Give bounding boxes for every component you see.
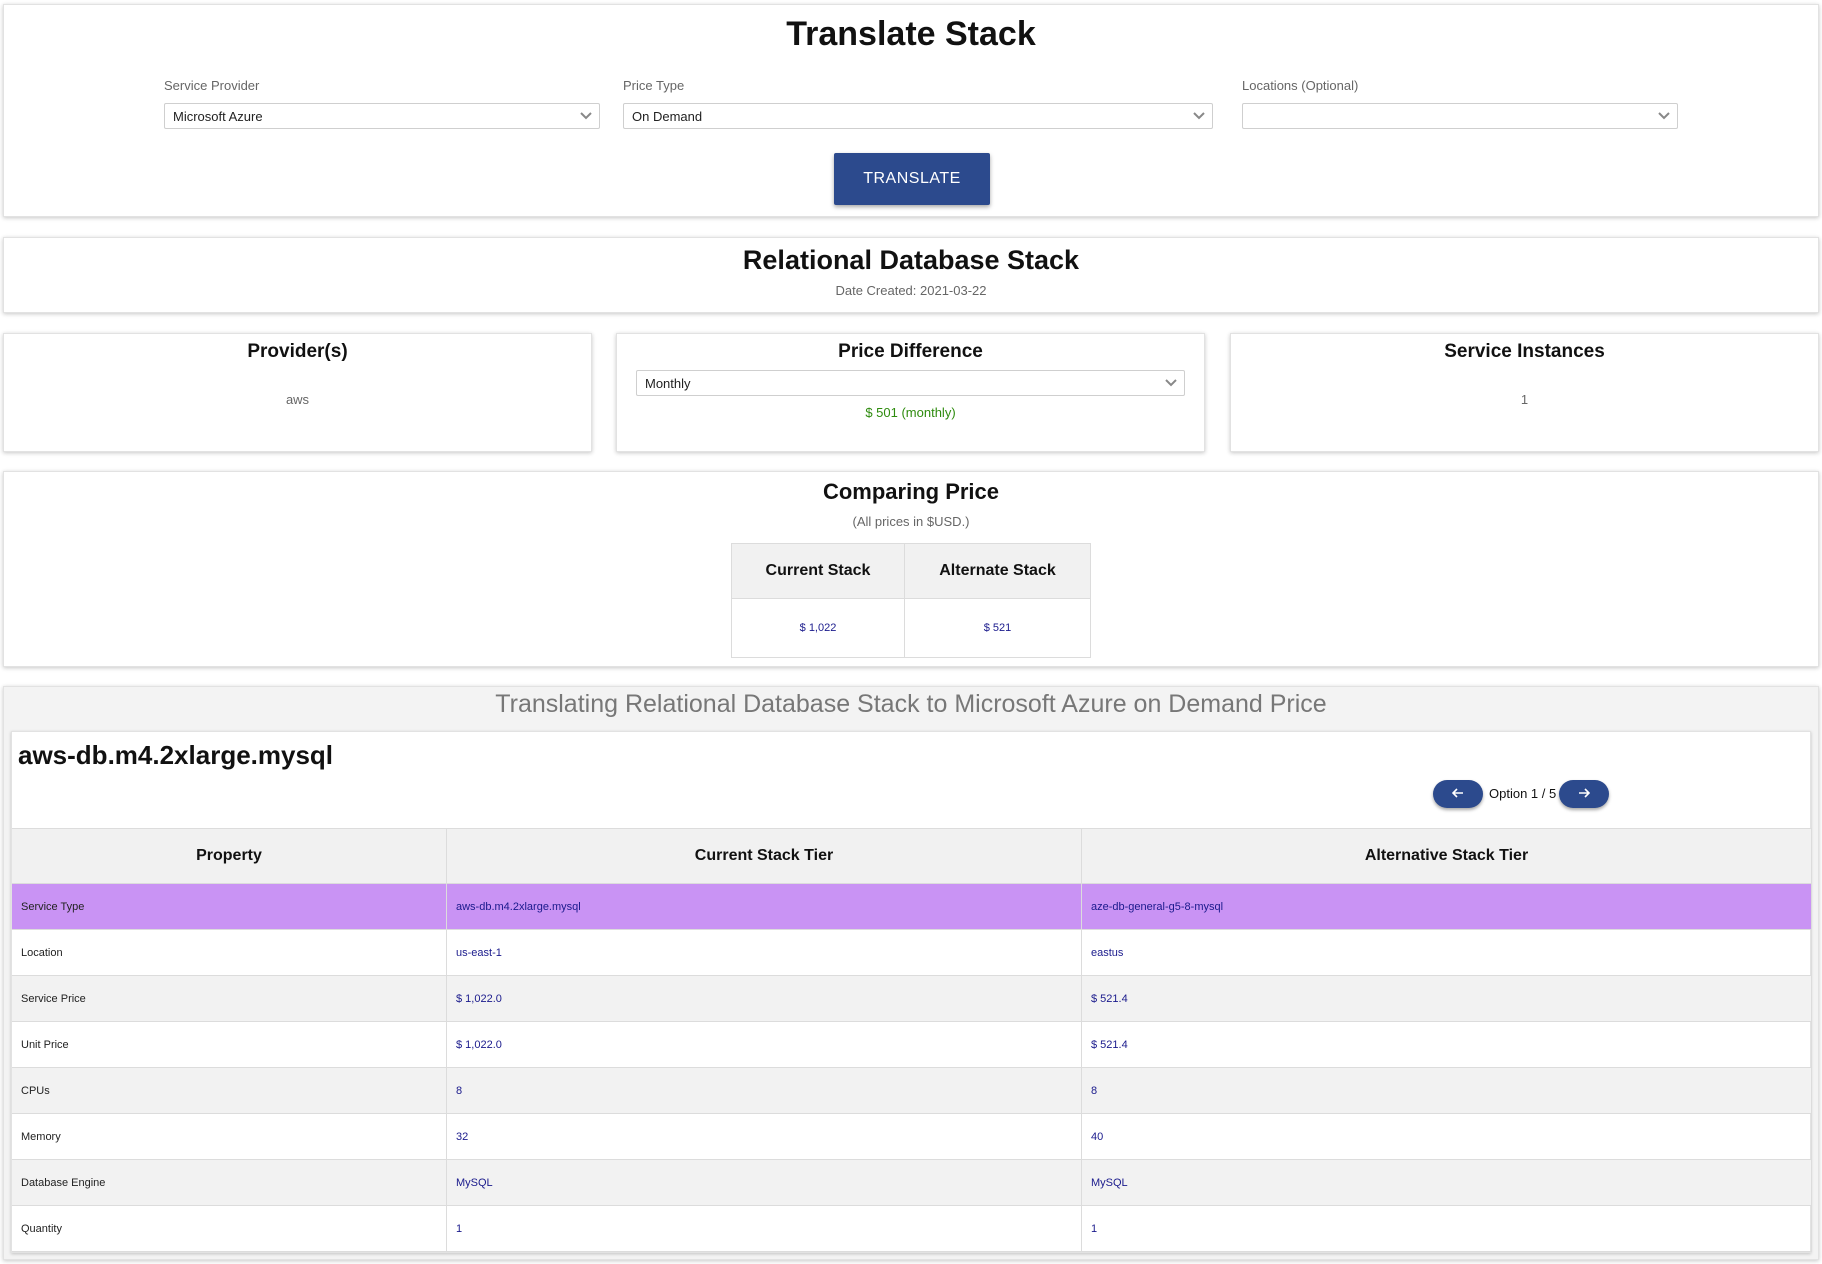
translate-stack-card: Translate Stack Service Provider Microso… (3, 4, 1819, 217)
price-type-select[interactable]: On Demand (623, 103, 1213, 129)
property-cell: Quantity (12, 1205, 447, 1252)
table-row: CPUs 8 8 (12, 1067, 1812, 1114)
translation-section: Translating Relational Database Stack to… (3, 686, 1819, 1260)
current-stack-price: $ 1,022 (731, 598, 905, 658)
next-option-button[interactable] (1559, 780, 1609, 808)
locations-select[interactable] (1242, 103, 1678, 129)
comparing-price-card: Comparing Price (All prices in $USD.) Cu… (3, 471, 1819, 667)
chevron-down-icon (1165, 379, 1177, 387)
locations-label: Locations (Optional) (1242, 78, 1359, 93)
tier-comparison-table: Property Current Stack Tier Alternative … (12, 828, 1812, 1252)
table-row: Unit Price $ 1,022.0 $ 521.4 (12, 1021, 1812, 1068)
price-period-value: Monthly (645, 376, 691, 391)
comparing-table: Current Stack Alternate Stack $ 1,022 $ … (731, 543, 1091, 658)
service-name: aws-db.m4.2xlarge.mysql (18, 740, 334, 770)
comparing-subtitle: (All prices in $USD.) (852, 514, 970, 529)
alternative-tier-cell: MySQL (1081, 1159, 1812, 1206)
property-cell: Location (12, 929, 447, 976)
service-provider-select[interactable]: Microsoft Azure (164, 103, 600, 129)
table-row: Location us-east-1 eastus (12, 929, 1812, 976)
alternative-tier-cell: aze-db-general-g5-8-mysql (1081, 883, 1812, 930)
arrow-right-icon (1579, 787, 1591, 798)
current-tier-cell: us-east-1 (446, 929, 1082, 976)
property-cell: Service Price (12, 975, 447, 1022)
stack-info-card: Relational Database Stack Date Created: … (3, 237, 1819, 313)
current-tier-cell: 8 (446, 1067, 1082, 1114)
table-row: Service Type aws-db.m4.2xlarge.mysql aze-d… (12, 883, 1812, 930)
service-instances-title: Service Instances (1444, 341, 1605, 362)
property-cell: Database Engine (12, 1159, 447, 1206)
providers-title: Provider(s) (247, 341, 348, 362)
current-tier-cell: MySQL (446, 1159, 1082, 1206)
current-stack-header: Current Stack (731, 543, 905, 599)
alternative-tier-cell: $ 521.4 (1081, 975, 1812, 1022)
arrow-left-icon (1451, 787, 1463, 798)
price-difference-card: Price Difference Monthly $ 501 (monthly) (616, 333, 1205, 452)
table-row: Memory 32 40 (12, 1113, 1812, 1160)
providers-card: Provider(s) aws (3, 333, 592, 452)
chevron-down-icon (1193, 112, 1205, 120)
table-row: Quantity 1 1 (12, 1205, 1812, 1252)
page-title: Translate Stack (786, 15, 1036, 53)
property-header: Property (12, 828, 447, 884)
chevron-down-icon (580, 112, 592, 120)
stack-title: Relational Database Stack (742, 245, 1080, 275)
service-detail-card: aws-db.m4.2xlarge.mysql Option 1 / 5 Pro… (11, 731, 1812, 1253)
translation-title: Translating Relational Database Stack to… (495, 690, 1327, 718)
option-indicator: Option 1 / 5 (1489, 786, 1557, 801)
price-type-label: Price Type (623, 78, 685, 93)
alternate-stack-price: $ 521 (904, 598, 1091, 658)
providers-value: aws (285, 392, 310, 407)
price-difference-title: Price Difference (838, 341, 983, 362)
price-period-select[interactable]: Monthly (636, 370, 1185, 396)
current-tier-cell: aws-db.m4.2xlarge.mysql (446, 883, 1082, 930)
chevron-down-icon (1658, 112, 1670, 120)
date-created: Date Created: 2021-03-22 (835, 283, 987, 298)
current-tier-header: Current Stack Tier (446, 828, 1082, 884)
table-row: Database Engine MySQL MySQL (12, 1159, 1812, 1206)
property-cell: CPUs (12, 1067, 447, 1114)
prev-option-button[interactable] (1433, 780, 1483, 808)
comparing-title: Comparing Price (822, 479, 1000, 504)
price-difference-value: $ 501 (monthly) (865, 405, 956, 420)
alternate-stack-header: Alternate Stack (904, 543, 1091, 599)
table-row: Service Price $ 1,022.0 $ 521.4 (12, 975, 1812, 1022)
alternative-tier-cell: 8 (1081, 1067, 1812, 1114)
alternative-tier-cell: $ 521.4 (1081, 1021, 1812, 1068)
alternative-tier-cell: eastus (1081, 929, 1812, 976)
service-instances-value: 1 (1520, 392, 1529, 407)
service-provider-label: Service Provider (164, 78, 260, 93)
current-tier-cell: 32 (446, 1113, 1082, 1160)
alternative-tier-header: Alternative Stack Tier (1081, 828, 1812, 884)
service-provider-value: Microsoft Azure (173, 109, 263, 124)
property-cell: Unit Price (12, 1021, 447, 1068)
service-instances-card: Service Instances 1 (1230, 333, 1819, 452)
property-cell: Service Type (12, 883, 447, 930)
price-type-value: On Demand (632, 109, 703, 124)
current-tier-cell: 1 (446, 1205, 1082, 1252)
current-tier-cell: $ 1,022.0 (446, 1021, 1082, 1068)
alternative-tier-cell: 40 (1081, 1113, 1812, 1160)
translate-button[interactable]: TRANSLATE (834, 153, 990, 205)
property-cell: Memory (12, 1113, 447, 1160)
alternative-tier-cell: 1 (1081, 1205, 1812, 1252)
current-tier-cell: $ 1,022.0 (446, 975, 1082, 1022)
